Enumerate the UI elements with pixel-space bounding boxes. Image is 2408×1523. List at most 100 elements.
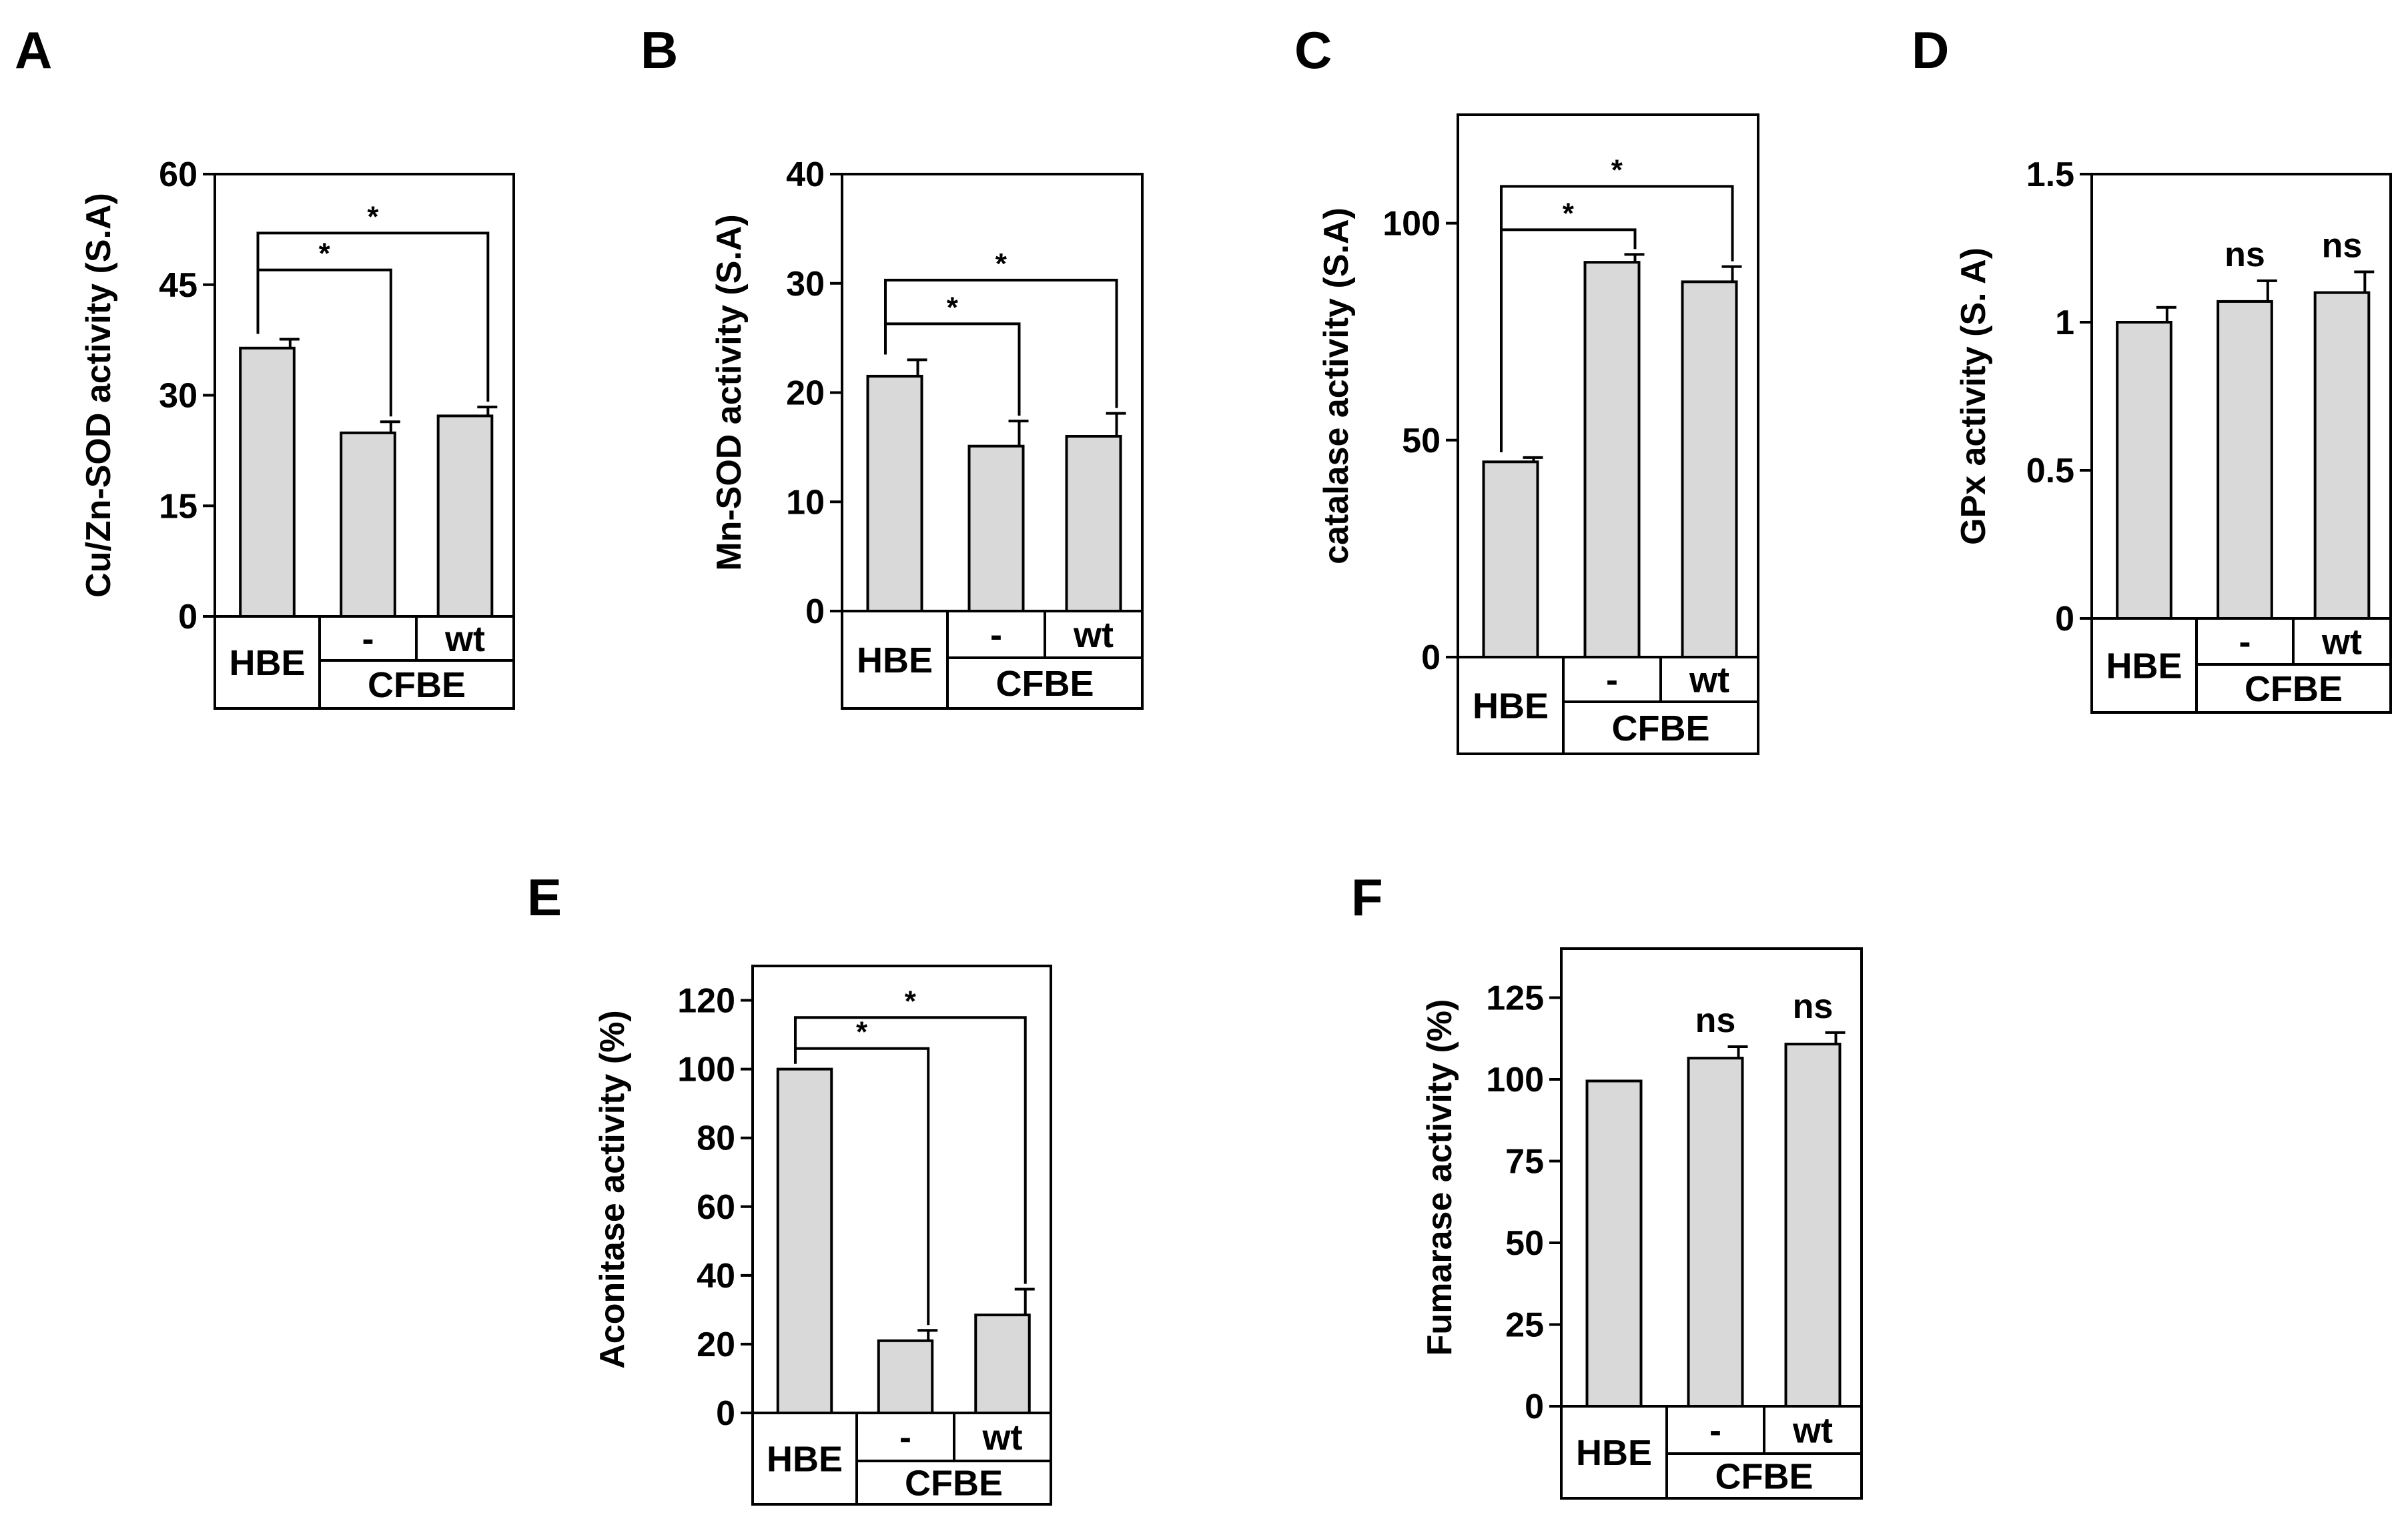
significance-bracket xyxy=(884,278,1118,408)
y-tick-label: 40 xyxy=(697,1257,735,1296)
bar-minus xyxy=(2217,300,2273,620)
y-tick-label: 60 xyxy=(159,155,197,194)
y-axis-label: Mn-SOD activity (S.A) xyxy=(710,214,749,571)
significance-star: * xyxy=(319,237,331,270)
category-label-hbe: HBE xyxy=(229,643,305,683)
panel-f: F HBE - wt CFBE 0 25 50 75 100 125 Fumarase activit… xyxy=(1351,868,1863,1500)
group-label-cfbe: CFBE xyxy=(368,665,466,705)
panel-label-d: D xyxy=(1912,21,1949,79)
y-axis-label: GPx activity (S. A) xyxy=(1954,247,1993,545)
y-tick-label: 100 xyxy=(1486,1061,1544,1099)
bar-wt xyxy=(2313,291,2371,620)
category-label-hbe: HBE xyxy=(1576,1433,1652,1473)
significance-star: * xyxy=(1563,197,1575,229)
y-tick-label: 80 xyxy=(697,1119,735,1158)
bar-hbe xyxy=(776,1067,833,1414)
bar-wt xyxy=(1784,1043,1842,1408)
group-label-cfbe: CFBE xyxy=(2245,669,2343,709)
panel-frame xyxy=(1457,113,1759,755)
bar-hbe xyxy=(1482,460,1539,658)
group-label-cfbe: CFBE xyxy=(1612,708,1710,748)
y-tick-label: 100 xyxy=(1382,205,1441,243)
panel-label-a: A xyxy=(15,21,52,79)
y-tick-label: 20 xyxy=(697,1326,735,1364)
category-label-minus: - xyxy=(1606,660,1618,700)
bar-minus xyxy=(877,1339,934,1415)
category-label-wt: wt xyxy=(444,619,485,659)
significance-star: * xyxy=(367,200,379,233)
bar-minus xyxy=(1687,1057,1744,1408)
category-label-wt: wt xyxy=(1792,1411,1833,1451)
y-axis-label: Cu/Zn-SOD activity (S.A) xyxy=(79,193,118,598)
y-tick-label: 45 xyxy=(159,266,197,305)
y-tick-label: 30 xyxy=(159,377,197,416)
ns-label: ns xyxy=(1695,1001,1736,1040)
y-tick-label: 1.5 xyxy=(2026,155,2074,194)
y-axis-label: Fumarase activity (%) xyxy=(1421,999,1459,1356)
category-label-hbe: HBE xyxy=(857,640,933,680)
category-label-hbe: HBE xyxy=(2106,646,2182,686)
y-tick-label: 40 xyxy=(786,155,825,194)
panel-a: A HBE - wt CFBE 0 15 30 45 60 Cu/Zn-SOD activity (… xyxy=(15,21,515,710)
significance-star: * xyxy=(995,247,1008,280)
category-label-minus: - xyxy=(2239,622,2251,662)
panel-label-e: E xyxy=(527,868,562,927)
bar-minus xyxy=(1583,261,1641,658)
significance-star: * xyxy=(1611,153,1623,186)
significance-star: * xyxy=(905,985,917,1017)
significance-bracket xyxy=(1500,185,1734,452)
y-tick-label: 120 xyxy=(677,982,735,1021)
bar-minus xyxy=(340,431,396,618)
y-tick-label: 1 xyxy=(2055,304,2074,342)
y-tick-label: 100 xyxy=(677,1051,735,1089)
y-tick-label: 75 xyxy=(1505,1143,1544,1181)
y-tick-label: 0 xyxy=(716,1394,735,1433)
category-label-minus: - xyxy=(899,1418,911,1458)
panel-frame xyxy=(751,965,1052,1506)
bar-hbe xyxy=(2116,321,2172,620)
bar-hbe xyxy=(1585,1079,1643,1408)
panel-d: D HBE - wt CFBE 0 0.5 1 1.5 GPx activity (S. A) ns… xyxy=(1912,21,2392,714)
group-label-cfbe: CFBE xyxy=(996,664,1094,704)
category-label-wt: wt xyxy=(1689,660,1729,700)
panel-e: E HBE - wt CFBE 0 20 40 60 80 100 120 Aconitase acti… xyxy=(527,868,1052,1506)
bar-wt xyxy=(1681,280,1738,658)
y-tick-label: 20 xyxy=(786,374,825,413)
category-label-hbe: HBE xyxy=(767,1440,843,1480)
panel-frame xyxy=(214,173,515,710)
panel-label-c: C xyxy=(1294,21,1332,79)
panel-b: B HBE - wt CFBE 0 10 20 30 40 Mn-SOD activity (S.A… xyxy=(641,21,1144,710)
panel-c: C HBE - wt CFBE 0 50 100 catalase activity (S.A)… xyxy=(1294,21,1759,755)
y-axis-label: catalase activity (S.A) xyxy=(1317,207,1356,564)
panel-label-f: F xyxy=(1351,868,1383,927)
category-label-wt: wt xyxy=(2321,622,2362,662)
bar-hbe xyxy=(239,346,296,618)
significance-star: * xyxy=(856,1016,868,1049)
category-label-minus: - xyxy=(990,615,1002,655)
y-tick-label: 10 xyxy=(786,483,825,522)
bar-hbe xyxy=(866,374,923,612)
y-tick-label: 125 xyxy=(1486,979,1544,1018)
y-tick-label: 0 xyxy=(805,592,825,631)
category-label-minus: - xyxy=(1709,1411,1721,1451)
significance-bracket xyxy=(256,231,490,402)
category-label-wt: wt xyxy=(1073,615,1114,655)
ns-label: ns xyxy=(2322,227,2363,266)
ns-label: ns xyxy=(1793,987,1834,1026)
ns-label: ns xyxy=(2225,235,2265,274)
significance-bracket xyxy=(794,1016,1027,1284)
y-tick-label: 25 xyxy=(1505,1306,1544,1345)
panel-label-b: B xyxy=(641,21,678,79)
category-label-wt: wt xyxy=(982,1418,1023,1458)
y-tick-label: 0 xyxy=(178,598,197,636)
y-tick-label: 30 xyxy=(786,265,825,304)
y-tick-label: 60 xyxy=(697,1188,735,1227)
panel-frame xyxy=(841,173,1144,710)
category-label-minus: - xyxy=(362,619,374,659)
y-tick-label: 0 xyxy=(1421,638,1441,677)
y-tick-label: 50 xyxy=(1505,1224,1544,1263)
bar-wt xyxy=(1065,435,1122,612)
group-label-cfbe: CFBE xyxy=(905,1464,1003,1504)
group-label-cfbe: CFBE xyxy=(1715,1457,1814,1497)
